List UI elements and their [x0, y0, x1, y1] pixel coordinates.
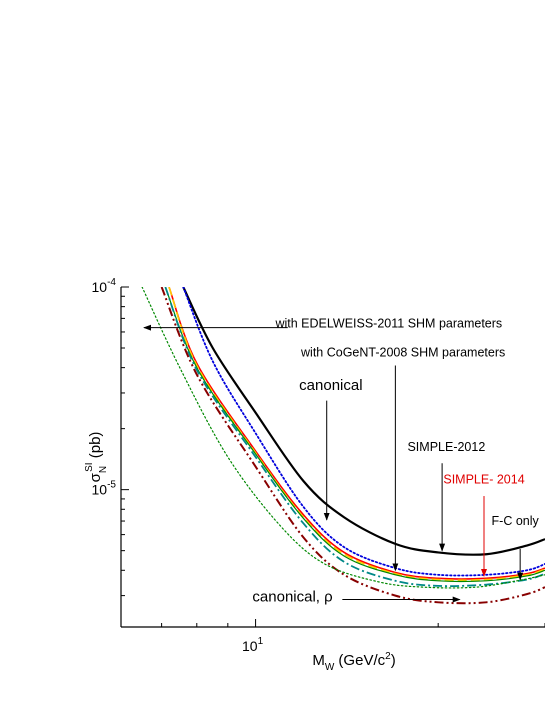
y-axis-label-base: σ — [87, 472, 104, 482]
annotation-label-6: SIMPLE- 2014 — [443, 473, 524, 487]
series-line-2 — [182, 287, 545, 577]
annotation-label-5: SIMPLE-2012 — [407, 440, 485, 454]
x-axis-label-unit: (GeV/c — [334, 652, 385, 669]
annotation-label-8: canonical, ρ — [252, 589, 332, 606]
series-line-4 — [168, 287, 545, 582]
y-tick-label: 10-5 — [92, 480, 117, 498]
y-axis-label: σNSI (pb) — [84, 432, 109, 483]
x-axis-label-close: ) — [391, 652, 396, 669]
annotation-label-2: with CoGeNT-2008 SHM parameters — [300, 345, 505, 359]
series-line-1 — [182, 287, 545, 556]
curves-group — [141, 287, 545, 605]
series-line-7 — [160, 287, 545, 605]
axes-group: 10-4 10-5 101 — [92, 277, 545, 654]
annotation-labels: with EDELWEISS-2011 SHM parameters with C… — [252, 317, 539, 606]
annotation-label-1: with EDELWEISS-2011 SHM parameters — [274, 317, 502, 331]
series-line-6 — [164, 287, 545, 588]
x-axis-label: MW (GeV/c2) — [312, 651, 395, 673]
x-axis-label-sub: W — [325, 662, 335, 673]
series-line-5 — [164, 287, 545, 583]
annotation-arrows — [143, 324, 524, 603]
series-line-8 — [141, 287, 545, 589]
annotation-label-3: canonical — [299, 377, 362, 394]
y-axis-label-sup: SI — [84, 462, 95, 471]
x-axis-label-sup: 2 — [385, 651, 391, 662]
y-axis-label-unit: (pb) — [87, 432, 104, 463]
annotation-label-7: F-C only — [492, 514, 540, 528]
y-tick-label: 10-4 — [92, 277, 117, 295]
y-axis-label-sub: N — [98, 466, 109, 473]
x-tick-label: 101 — [242, 636, 264, 654]
series-line-3 — [168, 287, 545, 580]
x-axis-label-base: M — [312, 652, 325, 669]
